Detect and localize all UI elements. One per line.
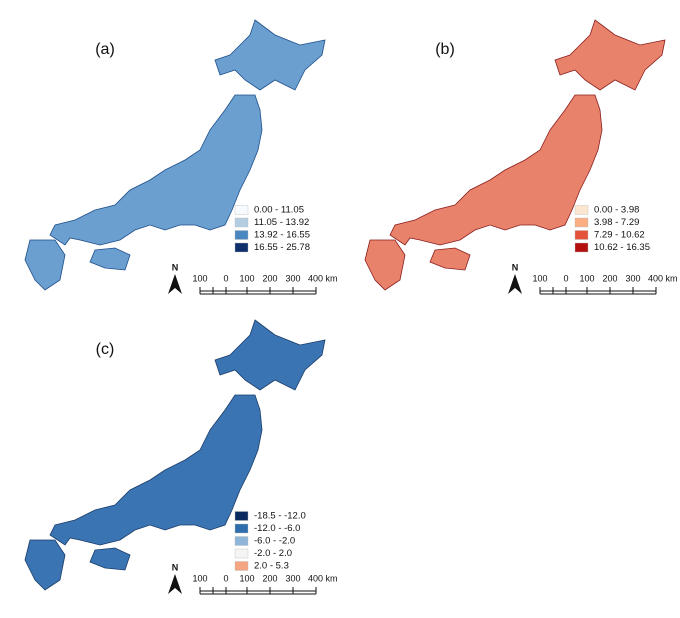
legend-label: 7.29 - 10.62 — [594, 230, 645, 241]
legend-label: -2.0 - 2.0 — [254, 548, 292, 559]
scale-label: 100 — [532, 273, 547, 283]
legend-label: -12.0 - -6.0 — [254, 523, 300, 534]
scale-label: 100 — [579, 273, 594, 283]
scale-label: 0 — [563, 273, 568, 283]
scale-label: 400 km — [308, 273, 338, 283]
legend-label: 11.05 - 13.92 — [254, 217, 309, 228]
legend-swatch — [574, 230, 589, 240]
legend-label: 0.00 - 11.05 — [254, 205, 304, 216]
north-arrow — [168, 574, 182, 594]
scale-label: 100 — [192, 273, 207, 283]
scale-label: 100 — [239, 273, 254, 283]
legend-label: 2.0 - 5.3 — [254, 561, 289, 572]
north-label: N — [512, 262, 519, 272]
scale-label: 0 — [223, 573, 228, 583]
north-arrow — [508, 274, 522, 294]
north-arrow — [168, 274, 182, 294]
legend-label: -18.5 - -12.0 — [254, 511, 306, 522]
panel-label: (c) — [96, 341, 115, 358]
legend-swatch — [574, 217, 589, 228]
legend-swatch — [574, 242, 589, 253]
legend-swatch — [574, 205, 589, 215]
legend-label: 13.92 - 16.55 — [254, 230, 310, 241]
scale-label: 200 — [602, 273, 617, 283]
legend-label: 16.55 - 25.78 — [254, 242, 310, 253]
legend-label: 3.98 - 7.29 — [594, 217, 639, 228]
north-label: N — [172, 262, 179, 272]
scale-label: 400 km — [648, 273, 678, 283]
legend-label: 10.62 - 16.35 — [594, 242, 650, 253]
scale-label: 300 — [285, 573, 300, 583]
panel-label: (a) — [95, 41, 115, 58]
legend-swatch — [234, 536, 249, 546]
legend-label: 0.00 - 3.98 — [594, 205, 639, 216]
scale-label: 100 — [192, 573, 207, 583]
scale-label: 300 — [285, 273, 300, 283]
scale-label: 300 — [625, 273, 640, 283]
scale-label: 200 — [262, 273, 277, 283]
legend-swatch — [234, 511, 249, 521]
scale-label: 400 km — [308, 573, 338, 583]
map-panel: (b) 0.00 - 3.983.98 - 7.29 7.29 - 10.6210.… — [364, 19, 678, 295]
legend-swatch — [234, 561, 249, 571]
map-panel: (c) -18.5 - -12.0-12.0 - -6.0 -6.0 - -2.0-… — [24, 319, 338, 595]
legend-swatch — [234, 217, 249, 228]
panel-label: (b) — [435, 41, 455, 58]
north-label: N — [172, 562, 179, 572]
legend-swatch — [234, 242, 249, 253]
scale-label: 200 — [262, 573, 277, 583]
legend-swatch — [234, 548, 249, 559]
scale-label: 0 — [223, 273, 228, 283]
legend-swatch — [234, 205, 249, 215]
legend-swatch — [234, 523, 249, 534]
scale-label: 100 — [239, 573, 254, 583]
legend-label: -6.0 - -2.0 — [254, 536, 295, 547]
legend-swatch — [234, 230, 249, 240]
